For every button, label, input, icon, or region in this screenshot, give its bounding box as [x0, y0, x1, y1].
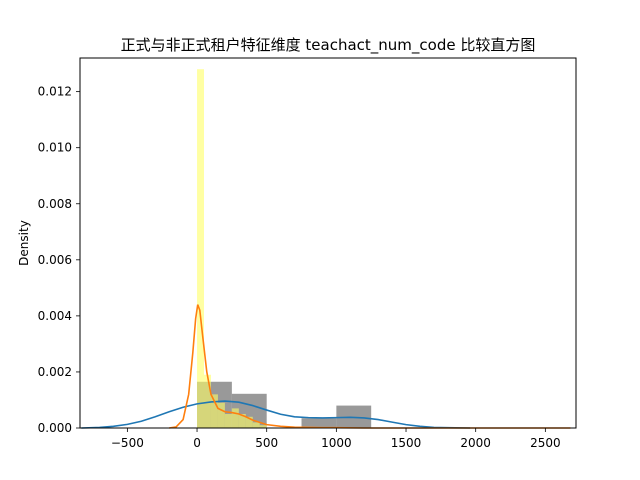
- histogram-1-bar-2: [210, 394, 218, 428]
- histogram-1-bar-3: [217, 402, 225, 428]
- x-tick-label-3: 1000: [321, 436, 352, 450]
- histogram-1-bar-6: [238, 413, 246, 428]
- x-tick-label-5: 2000: [460, 436, 491, 450]
- histogram-1-bar-8: [252, 422, 260, 428]
- y-tick-label-3: 0.006: [38, 253, 72, 267]
- histogram-1-bar-9: [259, 425, 267, 428]
- x-tick-label-1: 0: [193, 436, 201, 450]
- y-tick-label-6: 0.012: [38, 85, 72, 99]
- plot-area: [81, 69, 571, 429]
- x-tick-label-2: 500: [255, 436, 278, 450]
- x-tick-label-6: 2500: [530, 436, 561, 450]
- histogram-1-bar-5: [231, 408, 239, 428]
- histogram-1-bar-7: [245, 416, 253, 428]
- kde-curve-0: [81, 400, 471, 429]
- y-axis-label: Density: [17, 220, 31, 266]
- histogram-0-bar-2: [301, 418, 337, 428]
- x-tick-label-0: −500: [111, 436, 144, 450]
- histogram-1-bar-0: [197, 69, 204, 428]
- axes-frame: [79, 57, 577, 429]
- y-tick-label-0: 0.000: [38, 421, 72, 435]
- y-tick-label-5: 0.010: [38, 141, 72, 155]
- histogram-1-bar-4: [224, 413, 232, 428]
- x-tick-label-4: 1500: [391, 436, 422, 450]
- axes: −500 0 500 1000 1500 2000 2500 0.000 0.002 0.004 0…: [38, 57, 577, 450]
- y-tick-label-1: 0.002: [38, 365, 72, 379]
- y-tick-label-2: 0.004: [38, 309, 72, 323]
- chart-title: 正式与非正式租户特征维度 teachact_num_code 比较直方图: [121, 36, 536, 55]
- histogram-1-bar-1: [204, 374, 211, 428]
- y-tick-label-4: 0.008: [38, 197, 72, 211]
